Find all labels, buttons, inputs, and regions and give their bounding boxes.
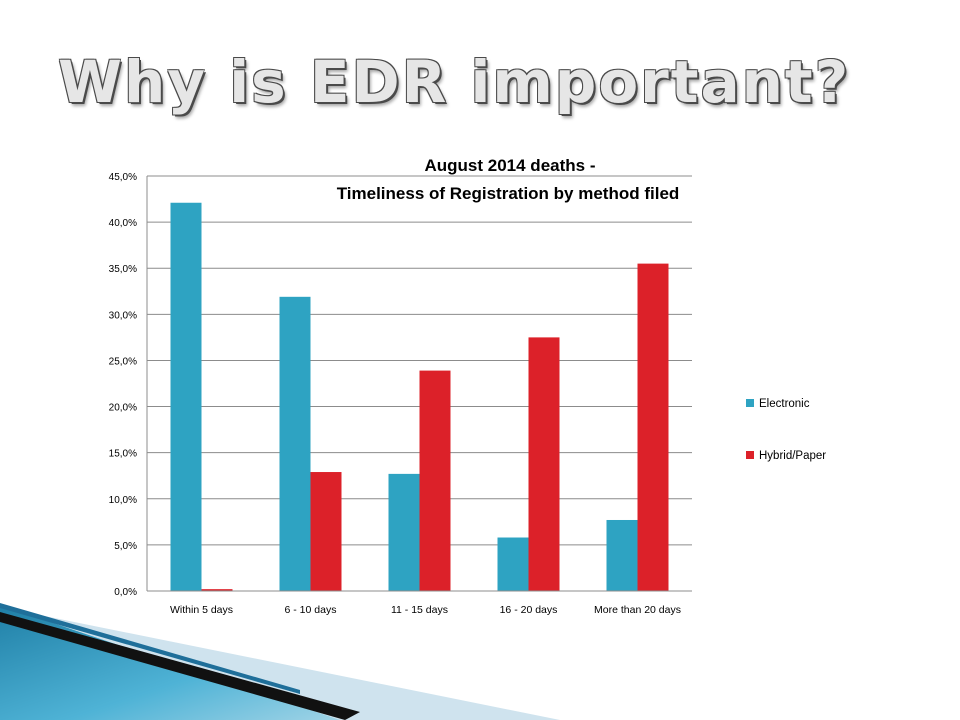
y-tick-label: 20,0% — [109, 403, 137, 414]
bar-electronic-1 — [279, 296, 311, 591]
axes — [146, 176, 692, 592]
legend-label-hybrid-paper: Hybrid/Paper — [759, 450, 826, 462]
swoosh-blue-edge — [0, 603, 300, 694]
bar-electronic-3 — [497, 537, 529, 591]
y-tick-label: 25,0% — [109, 356, 137, 367]
chart-title-line-2: Timeliness of Registration by method fil… — [337, 184, 680, 203]
bar-hybrid-paper-1 — [310, 472, 342, 591]
y-tick-label: 40,0% — [109, 218, 137, 229]
bars — [170, 202, 669, 591]
legend-swatch-hybrid-paper — [746, 451, 754, 459]
y-tick-label: 10,0% — [109, 495, 137, 506]
bar-electronic-4 — [606, 519, 638, 591]
chart-title-line-1: August 2014 deaths - — [425, 156, 596, 175]
slide-title: Why is EDR important? — [58, 48, 851, 116]
y-tick-label: 0,0% — [114, 587, 137, 598]
bar-hybrid-paper-4 — [637, 263, 669, 591]
y-tick-label: 30,0% — [109, 310, 137, 321]
x-tick-label: Within 5 days — [170, 604, 233, 616]
x-tick-label: 16 - 20 days — [500, 604, 558, 616]
x-axis-tick-labels: Within 5 days 6 - 10 days 11 - 15 days 16 -… — [170, 604, 681, 616]
y-tick-label: 15,0% — [109, 449, 137, 460]
legend-label-electronic: Electronic — [759, 398, 810, 410]
x-tick-label: 6 - 10 days — [285, 604, 337, 616]
x-tick-label: More than 20 days — [594, 604, 681, 616]
legend: Electronic Hybrid/Paper — [746, 398, 826, 462]
chart-title: August 2014 deaths - Timeliness of Regist… — [337, 156, 680, 203]
y-tick-label: 35,0% — [109, 264, 137, 275]
bar-electronic-0 — [170, 202, 202, 591]
bar-electronic-2 — [388, 473, 420, 591]
y-tick-label: 45,0% — [109, 172, 137, 183]
legend-swatch-electronic — [746, 399, 754, 407]
y-axis-tick-labels: 0,0% 5,0% 10,0% 15,0% 20,0% 25,0% 30,0% 35,0% 40… — [109, 172, 137, 598]
bar-hybrid-paper-2 — [419, 370, 451, 591]
swoosh-dark-band — [0, 612, 360, 720]
bar-hybrid-paper-0 — [201, 589, 233, 591]
x-tick-label: 11 - 15 days — [391, 604, 448, 616]
bar-hybrid-paper-3 — [528, 337, 560, 591]
y-tick-label: 5,0% — [114, 541, 137, 552]
